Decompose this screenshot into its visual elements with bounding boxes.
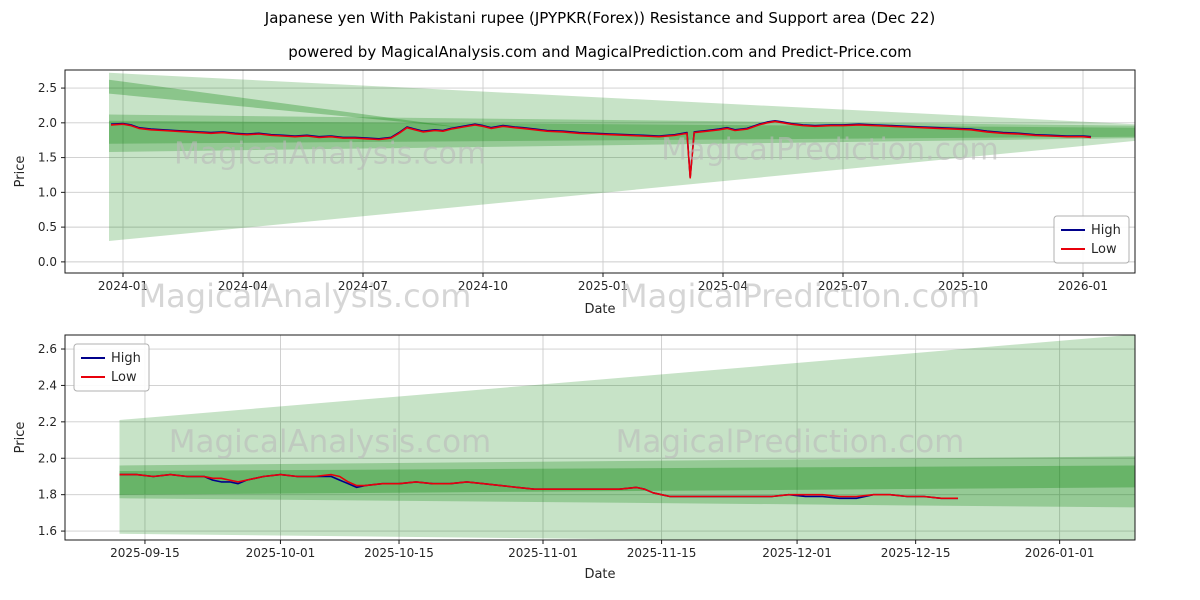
series-low	[119, 473, 958, 500]
svg-text:2025-07: 2025-07	[818, 279, 868, 293]
chart-title: Japanese yen With Pakistani rupee (JPYPK…	[264, 9, 936, 27]
legend-label-high: High	[1091, 223, 1121, 238]
svg-text:2024-01: 2024-01	[98, 279, 148, 293]
svg-text:2025-11-01: 2025-11-01	[508, 546, 578, 560]
svg-text:2.0: 2.0	[38, 451, 57, 465]
chart-jpypkr-recent-forecast: 2025-09-15 2025-10-01 2025-10-15 2025-11-01…	[13, 334, 1136, 582]
svg-text:2025-10-15: 2025-10-15	[364, 546, 434, 560]
svg-text:2024-07: 2024-07	[338, 279, 388, 293]
svg-text:0.0: 0.0	[38, 255, 57, 269]
y-axis-label: Price	[13, 156, 28, 188]
svg-text:2025-12-01: 2025-12-01	[762, 546, 832, 560]
gridlines	[65, 335, 1135, 540]
x-axis-label: Date	[584, 567, 615, 582]
svg-text:2026-01-01: 2026-01-01	[1025, 546, 1095, 560]
svg-text:0.5: 0.5	[38, 220, 57, 234]
svg-text:1.8: 1.8	[38, 488, 57, 502]
tick-labels: 2025-09-15 2025-10-01 2025-10-15 2025-11-01…	[38, 342, 1095, 560]
gridlines	[65, 70, 1135, 273]
x-axis-label: Date	[584, 302, 615, 317]
svg-text:2025-10: 2025-10	[938, 279, 988, 293]
series-low	[110, 120, 1092, 179]
svg-text:2024-10: 2024-10	[458, 279, 508, 293]
svg-text:1.0: 1.0	[38, 185, 57, 199]
svg-text:2025-10-01: 2025-10-01	[246, 546, 316, 560]
svg-text:2024-04: 2024-04	[218, 279, 268, 293]
svg-text:1.5: 1.5	[38, 151, 57, 165]
legend: High Low	[73, 343, 150, 392]
svg-text:1.6: 1.6	[38, 524, 57, 538]
svg-text:2.4: 2.4	[38, 378, 57, 392]
legend: High Low	[1053, 215, 1130, 264]
axes-frame	[64, 334, 1136, 541]
legend-label-low: Low	[1091, 242, 1117, 257]
svg-text:2025-12-15: 2025-12-15	[881, 546, 951, 560]
chart-subtitle: powered by MagicalAnalysis.com and Magic…	[288, 43, 912, 61]
svg-text:2.6: 2.6	[38, 342, 57, 356]
support-resistance-bands	[119, 335, 1135, 540]
tick-labels: 2024-01 2024-04 2024-07 2024-10 2025-01 2025-…	[38, 81, 1108, 293]
svg-text:2025-04: 2025-04	[698, 279, 748, 293]
svg-text:2.5: 2.5	[38, 81, 57, 95]
legend-label-high: High	[111, 351, 141, 366]
support-resistance-bands	[109, 72, 1135, 241]
svg-text:2026-01: 2026-01	[1058, 279, 1108, 293]
svg-text:2.2: 2.2	[38, 415, 57, 429]
series-lines	[110, 120, 1092, 179]
axes-frame	[64, 69, 1136, 274]
svg-text:2025-01: 2025-01	[578, 279, 628, 293]
svg-text:2.0: 2.0	[38, 116, 57, 130]
legend-label-low: Low	[111, 370, 137, 385]
svg-text:2025-09-15: 2025-09-15	[110, 546, 180, 560]
y-axis-label: Price	[13, 422, 28, 454]
svg-text:2025-11-15: 2025-11-15	[627, 546, 697, 560]
series-lines	[119, 473, 958, 500]
chart-jpypkr-two-year-forecast: 2024-01 2024-04 2024-07 2024-10 2025-01 2025-…	[13, 69, 1136, 317]
